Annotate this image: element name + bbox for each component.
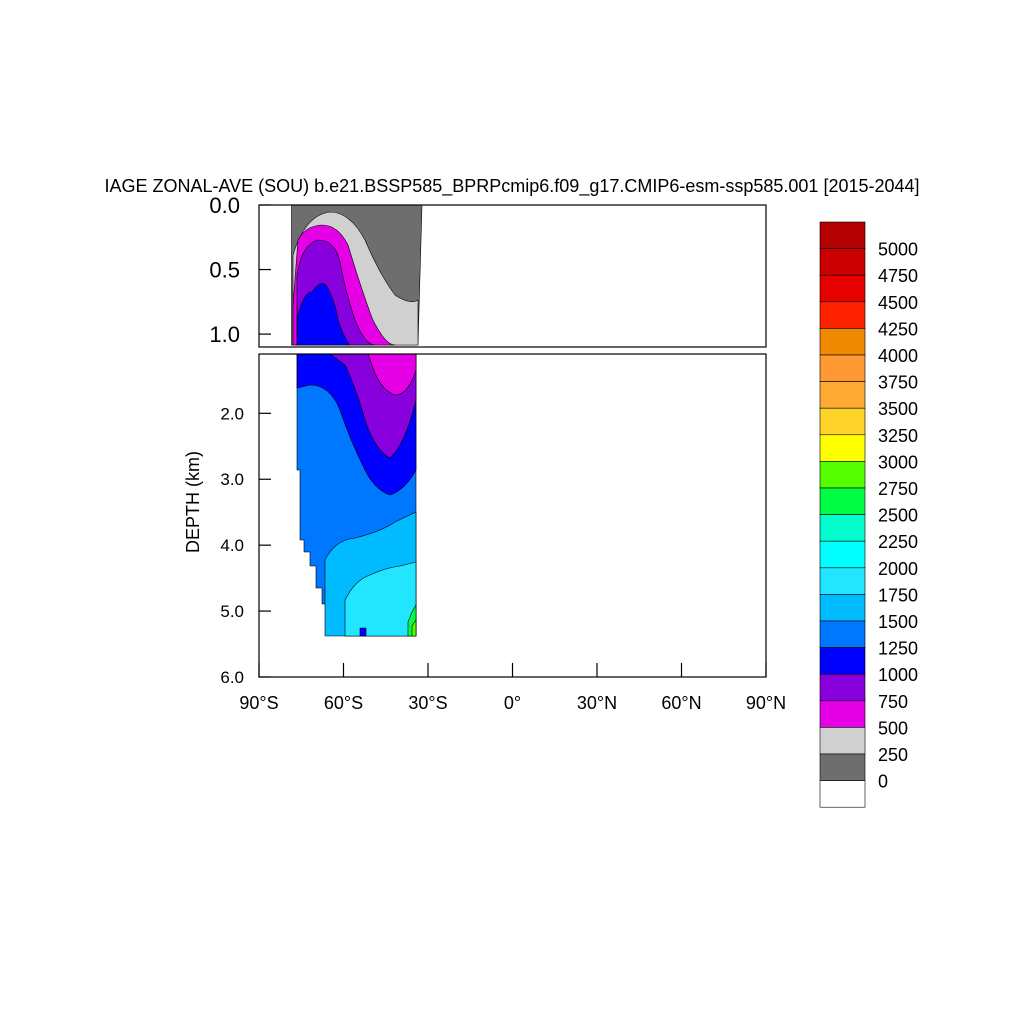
upper-region-1000 [296, 283, 351, 346]
colorbar-box [819, 461, 866, 489]
colorbar-box [819, 328, 866, 356]
chart-title: IAGE ZONAL-AVE (SOU) b.e21.BSSP585_BPRPc… [104, 176, 919, 197]
colorbar-label: 3750 [878, 373, 918, 393]
y-tick-label-upper: 0.5 [209, 258, 240, 283]
upper-panel [259, 205, 423, 346]
x-tick-label: 30°N [577, 693, 617, 713]
lower-panel [296, 354, 417, 637]
colorbar-box [819, 673, 866, 702]
y-tick-label-lower: 4.0 [220, 536, 244, 555]
colorbar-box [819, 248, 866, 276]
x-tick-label: 60°N [661, 693, 701, 713]
x-axis: 90°S 60°S 30°S 0° 30°N 60°N 90°N [239, 663, 786, 713]
colorbar-label: 1250 [878, 639, 918, 659]
colorbar-label: 3000 [878, 452, 918, 472]
colorbar-label: 250 [878, 745, 908, 765]
colorbar-box [819, 514, 866, 542]
x-tick-label: 90°S [239, 693, 278, 713]
colorbar-box [819, 434, 866, 462]
colorbar-label: 4000 [878, 346, 918, 366]
colorbar-label: 0 [878, 772, 888, 792]
colorbar-box [819, 540, 866, 569]
colorbar-box [819, 753, 866, 781]
x-tick-label: 90°N [746, 693, 786, 713]
upper-panel-frame [258, 204, 767, 348]
colorbar-label: 750 [878, 692, 908, 712]
lower-region-3000 [411, 619, 417, 637]
colorbar-box [819, 221, 866, 249]
colorbar-box [819, 620, 866, 648]
y-axis-label: DEPTH (km) [183, 451, 203, 553]
colorbar-label: 5000 [878, 240, 918, 260]
colorbar-label: 1500 [878, 612, 918, 632]
y-axis-upper: 0.0 0.5 1.0 [209, 193, 271, 347]
colorbar-box [819, 487, 866, 515]
colorbar-box [819, 727, 866, 755]
colorbar-label: 4500 [878, 293, 918, 313]
x-tick-label: 60°S [324, 693, 363, 713]
colorbar-box [819, 567, 866, 595]
colorbar-label: 1000 [878, 665, 918, 685]
y-tick-label-lower: 5.0 [220, 602, 244, 621]
colorbar-label: 4750 [878, 266, 918, 286]
colorbar-box [819, 407, 866, 436]
colorbar-label: 2000 [878, 559, 918, 579]
colorbar-box [819, 354, 866, 382]
x-tick-label: 30°S [408, 693, 447, 713]
colorbar-label: 1750 [878, 585, 918, 605]
lower-region-500 [355, 354, 417, 396]
colorbar-label: 500 [878, 718, 908, 738]
lower-region-deep-1000-patch [359, 627, 367, 637]
colorbar-label: 2750 [878, 479, 918, 499]
x-tick-label: 0° [504, 693, 521, 713]
y-tick-label-lower: 6.0 [220, 668, 244, 687]
colorbar-label: 2250 [878, 532, 918, 552]
colorbar-box [819, 647, 866, 675]
y-tick-label-lower: 2.0 [220, 404, 244, 423]
upper-left-white-strip [259, 205, 291, 345]
colorbar-box [819, 594, 866, 622]
lower-region-1750 [344, 561, 417, 637]
colorbar-box [819, 274, 866, 303]
colorbar-label: 4250 [878, 319, 918, 339]
colorbar-box [819, 381, 866, 409]
colorbar-box [819, 301, 866, 329]
y-tick-label-lower: 3.0 [220, 470, 244, 489]
y-tick-label-upper: 0.0 [209, 193, 240, 218]
y-tick-label-upper: 1.0 [209, 322, 240, 347]
colorbar-label: 2500 [878, 506, 918, 526]
colorbar-box [819, 780, 866, 808]
y-axis-lower: 2.0 3.0 4.0 5.0 6.0 [220, 404, 271, 687]
colorbar-label: 3500 [878, 399, 918, 419]
colorbar: 5000475045004250400037503500325030002750… [819, 221, 918, 808]
colorbar-box [819, 700, 866, 728]
colorbar-label: 3250 [878, 426, 918, 446]
